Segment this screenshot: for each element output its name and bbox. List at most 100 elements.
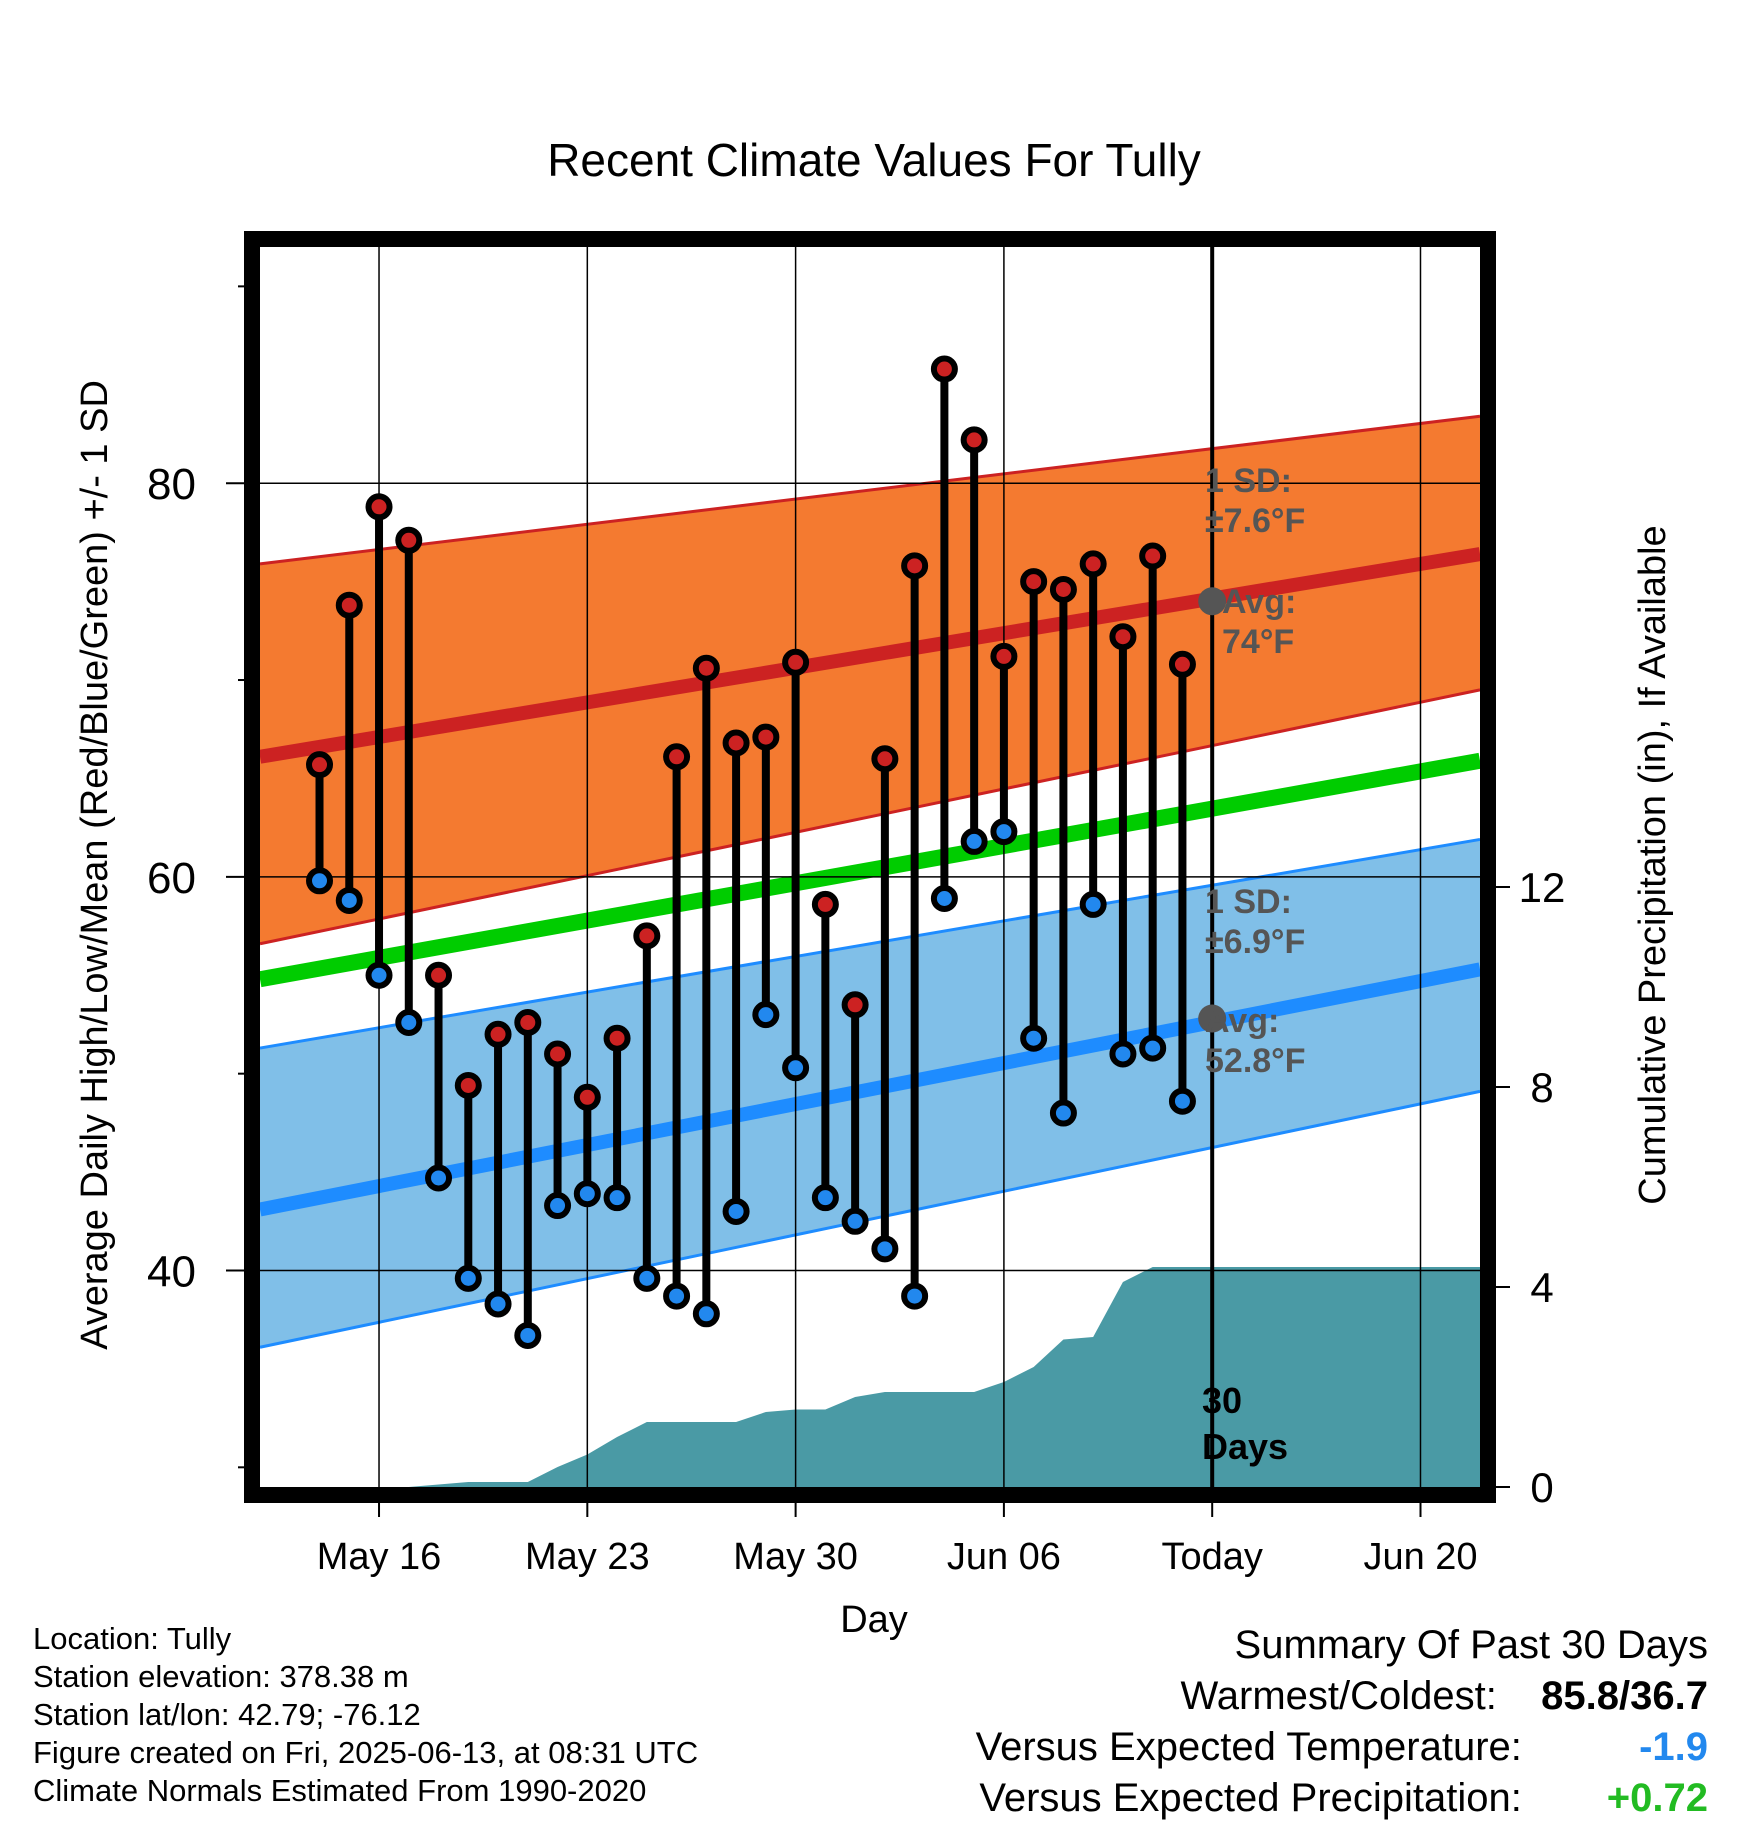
daily-high-point: [1168, 650, 1196, 678]
daily-high-point: [722, 729, 750, 757]
daily-low-point: [573, 1180, 601, 1208]
x-tick-label: Jun 20: [1363, 1536, 1477, 1578]
daily-low-point: [1139, 1034, 1167, 1062]
latlon-text: Station lat/lon: 42.79; -76.12: [33, 1697, 421, 1732]
high-lower-line: [259, 688, 1481, 946]
daily-high-point: [306, 751, 334, 779]
daily-low-point: [1049, 1099, 1077, 1127]
daily-low-point: [633, 1264, 661, 1292]
daily-low-point: [603, 1184, 631, 1212]
temp-row: Versus Expected Temperature: -1.9: [976, 1722, 1708, 1773]
daily-low-point: [871, 1235, 899, 1263]
daily-high-point: [1079, 550, 1107, 578]
x-tick-label: Jun 06: [947, 1536, 1061, 1578]
y-tick-label-left: 60: [147, 854, 196, 903]
warm-cold-value: 85.8/36.7: [1541, 1674, 1708, 1718]
daily-low-point: [425, 1164, 453, 1192]
daily-high-point: [633, 922, 661, 950]
y-tick-label-right: 0: [1530, 1464, 1553, 1511]
y-tick-label-left: 80: [147, 460, 196, 509]
mean-average-line: [258, 752, 1482, 988]
daily-high-point: [365, 493, 393, 521]
daily-low-point: [544, 1192, 572, 1220]
y-tick-label-right: 8: [1530, 1064, 1553, 1111]
precip-row: Versus Expected Precipitation: +0.72: [976, 1773, 1708, 1824]
daily-high-point: [1020, 568, 1048, 596]
daily-high-point: [603, 1024, 631, 1052]
x-tick-label: May 30: [733, 1536, 858, 1578]
daily-low-point: [811, 1184, 839, 1212]
daily-low-point: [514, 1321, 542, 1349]
y-tick-label-right: 4: [1530, 1264, 1553, 1311]
daily-low-point: [335, 886, 363, 914]
daily-high-point: [1109, 623, 1137, 651]
plot-area: 1 SD: ±7.6°F Avg: 74°F 1 SD: ±6.9°F Avg: 52.8°F…: [147, 231, 1565, 1578]
daily-high-point: [960, 426, 988, 454]
daily-high-point: [871, 745, 899, 773]
x-tick-label: May 16: [317, 1536, 442, 1578]
station-info: Location: Tully Station elevation: 378.3…: [33, 1620, 698, 1810]
warm-cold-row: Warmest/Coldest: 85.8/36.7: [976, 1671, 1709, 1722]
temp-label: Versus Expected Temperature:: [975, 1725, 1522, 1769]
low-sd-annotation: 1 SD: ±6.9°F: [1205, 883, 1305, 961]
low-average-line: [258, 962, 1482, 1217]
daily-low-point: [841, 1207, 869, 1235]
today-low-average-marker: [1198, 1004, 1227, 1033]
x-tick-label: May 23: [525, 1536, 650, 1578]
daily-low-point: [960, 827, 988, 855]
daily-low-point: [365, 961, 393, 989]
x-tick-label: Today: [1161, 1536, 1262, 1578]
daily-high-point: [930, 355, 958, 383]
today-high-average-marker: [1198, 587, 1227, 616]
daily-low-point: [1020, 1024, 1048, 1052]
chart-title: Recent Climate Values For Tully: [547, 134, 1201, 186]
summary-heading: Summary Of Past 30 Days: [1234, 1623, 1708, 1667]
elevation-text: Station elevation: 378.38 m: [33, 1659, 409, 1694]
precip-value: +0.72: [1606, 1776, 1708, 1820]
daily-low-point: [663, 1282, 691, 1310]
high-average-line: [258, 547, 1482, 764]
daily-low-point: [1168, 1087, 1196, 1115]
daily-low-point: [306, 867, 334, 895]
location-text: Location: Tully: [33, 1621, 232, 1656]
daily-high-point: [692, 654, 720, 682]
low-lower-line: [259, 1089, 1481, 1349]
daily-high-point: [1049, 575, 1077, 603]
x-axis-label: Day: [840, 1599, 908, 1641]
y-axis-label-right: Cumulative Precipitation (in), If Availa…: [1632, 525, 1674, 1204]
daily-high-point: [841, 991, 869, 1019]
summary-panel: Summary Of Past 30 Days Warmest/Coldest:…: [976, 1620, 1708, 1824]
daily-high-point: [1139, 542, 1167, 570]
daily-low-point: [454, 1264, 482, 1292]
daily-high-point: [782, 648, 810, 676]
cumulative-precipitation-area: [289, 1267, 1480, 1487]
high-sd-band: [260, 416, 1480, 944]
daily-high-point: [663, 743, 691, 771]
high-upper-line: [259, 414, 1481, 566]
daily-low-point: [1109, 1040, 1137, 1068]
plot-frame: [244, 231, 1496, 1503]
daily-high-point: [901, 552, 929, 580]
normals-text: Climate Normals Estimated From 1990-2020: [33, 1773, 647, 1808]
daily-high-point: [335, 591, 363, 619]
high-sd-annotation: 1 SD: ±7.6°F: [1205, 462, 1305, 540]
y-axis-label-left: Average Daily High/Low/Mean (Red/Blue/Gr…: [74, 380, 116, 1350]
daily-low-point: [990, 818, 1018, 846]
daily-low-point: [484, 1290, 512, 1318]
daily-high-point: [811, 890, 839, 918]
daily-high-point: [514, 1008, 542, 1036]
low-average-annotation: Avg: 52.8°F: [1205, 1002, 1306, 1080]
daily-low-point: [722, 1197, 750, 1225]
daily-high-point: [484, 1020, 512, 1048]
daily-low-point: [395, 1008, 423, 1036]
daily-high-point: [990, 642, 1018, 670]
daily-high-point: [573, 1083, 601, 1111]
period-days-label: 30 Days: [1202, 1380, 1288, 1467]
daily-high-point: [425, 961, 453, 989]
daily-low-point: [1079, 890, 1107, 918]
warm-cold-label: Warmest/Coldest:: [1180, 1674, 1497, 1718]
daily-high-point: [544, 1040, 572, 1068]
created-text: Figure created on Fri, 2025-06-13, at 08…: [33, 1735, 699, 1770]
daily-low-point: [930, 884, 958, 912]
